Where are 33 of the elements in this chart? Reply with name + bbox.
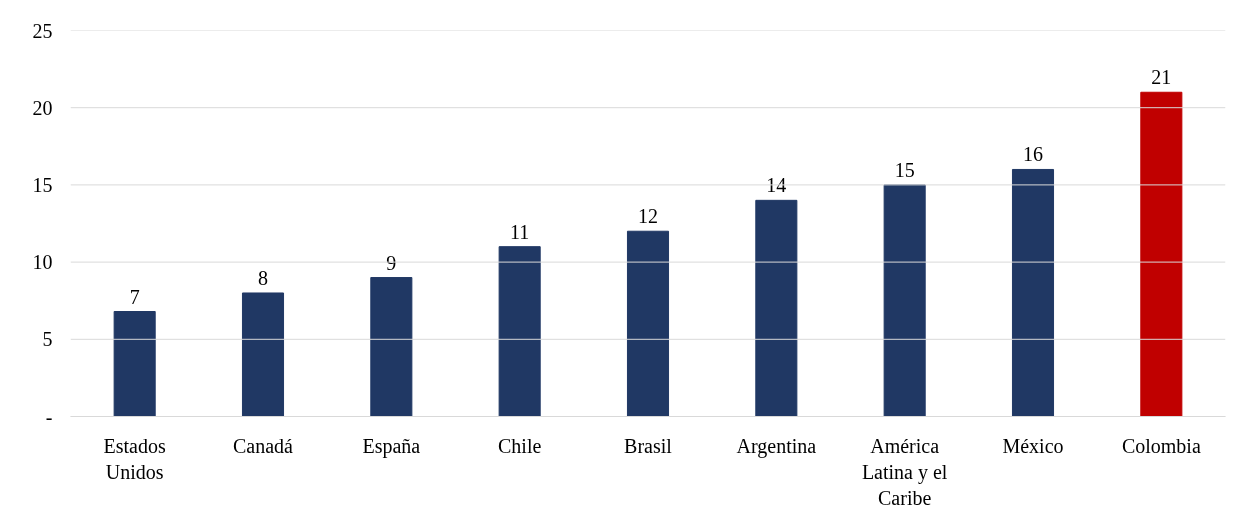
data-label: 16 [1023, 143, 1043, 166]
y-tick-label: 15 [32, 173, 53, 196]
bar [755, 199, 798, 417]
x-tick-label: Colombia [1121, 434, 1201, 457]
x-tick-label: Estados Unidos [103, 434, 166, 483]
x-tick-label: América Latina y el Caribe [861, 434, 948, 510]
bar [498, 246, 541, 417]
data-label: 15 [894, 158, 915, 181]
bar [1011, 168, 1055, 417]
bar [626, 230, 670, 417]
data-label: 7 [129, 285, 140, 308]
x-tick-label: Brasil [624, 434, 673, 457]
y-tick-label: 5 [42, 328, 53, 351]
y-tick-label: 25 [32, 19, 53, 42]
y-tick-label: - [45, 405, 53, 428]
x-tick-label: Argentina [736, 434, 817, 458]
x-tick-label: Chile [498, 434, 542, 457]
data-label: 11 [510, 220, 530, 243]
data-label: 12 [638, 205, 658, 228]
data-label: 14 [766, 174, 787, 197]
x-tick-label: México [1002, 434, 1064, 457]
x-tick-label: Canadá [233, 434, 294, 457]
bar [241, 292, 285, 417]
bar [113, 311, 156, 417]
data-label: 9 [386, 251, 397, 274]
bar [1140, 91, 1183, 417]
data-label: 21 [1151, 66, 1172, 89]
y-tick-label: 20 [32, 96, 53, 119]
x-tick-label: España [362, 434, 421, 458]
y-tick-label: 10 [32, 251, 53, 274]
bar [370, 277, 413, 417]
bar [883, 184, 926, 417]
data-label: 8 [258, 266, 268, 289]
